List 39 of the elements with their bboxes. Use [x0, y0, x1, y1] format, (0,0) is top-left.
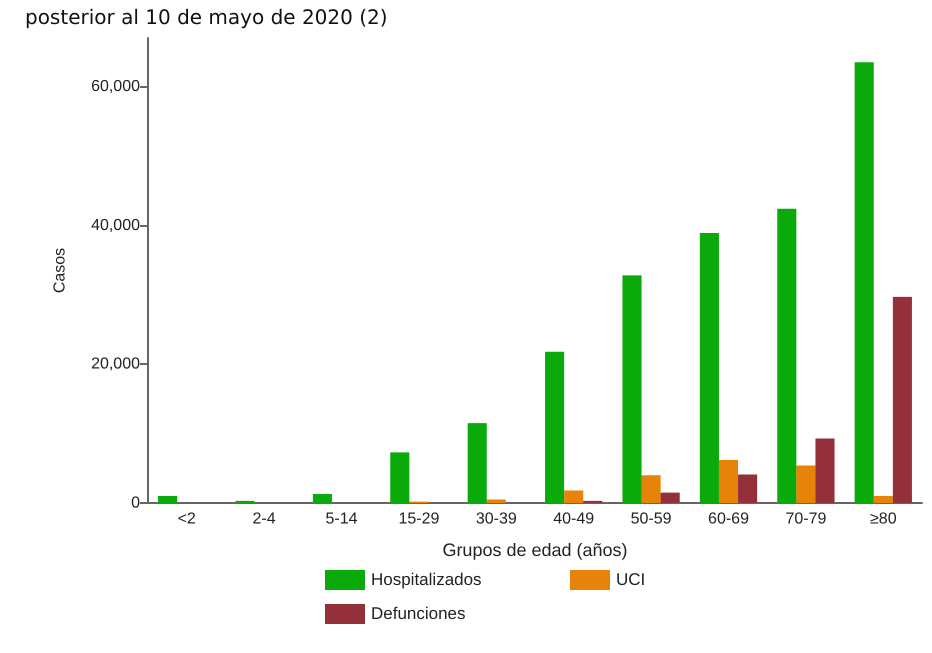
bar	[718, 460, 738, 503]
bar	[312, 494, 332, 503]
y-tick-label: 20,000	[91, 356, 140, 373]
x-tick-label: 15-29	[398, 510, 440, 528]
bar	[622, 275, 642, 503]
chart-title: posterior al 10 de mayo de 2020 (2)	[25, 5, 388, 29]
x-axis-title: Grupos de edad (años)	[442, 540, 628, 560]
bar	[158, 496, 178, 503]
legend-label: Defunciones	[371, 604, 466, 624]
bar	[468, 423, 487, 503]
y-tick-label: 40,000	[91, 216, 140, 234]
bar	[874, 496, 893, 503]
y-tick-label: 0	[131, 494, 140, 512]
bar	[642, 475, 661, 503]
bar	[777, 208, 796, 503]
bar	[545, 352, 564, 503]
bar	[390, 452, 410, 503]
y-axis-title: Casos	[52, 248, 68, 294]
bar	[660, 492, 680, 503]
legend-label: UCI	[616, 570, 646, 590]
bar	[796, 466, 816, 503]
x-tick-label: 40-49	[553, 510, 594, 528]
bar	[564, 490, 584, 503]
y-tick-label: 60,000	[91, 78, 140, 96]
bar	[700, 233, 719, 503]
x-tick-label: ≥80	[870, 510, 897, 528]
x-tick-label: <2	[178, 510, 196, 528]
bar	[892, 296, 912, 503]
x-tick-label: 2-4	[252, 510, 276, 528]
x-tick-label: 70-79	[785, 510, 826, 528]
bar	[815, 438, 835, 503]
legend-label: Hospitalizados	[371, 570, 482, 590]
x-tick-label: 60-69	[708, 510, 750, 528]
bar	[738, 474, 758, 503]
bar	[854, 62, 874, 503]
x-tick-label: 5-14	[325, 510, 358, 528]
bar	[486, 500, 506, 503]
x-tick-label: 30-39	[476, 510, 517, 528]
x-tick-label: 50-59	[630, 510, 672, 528]
